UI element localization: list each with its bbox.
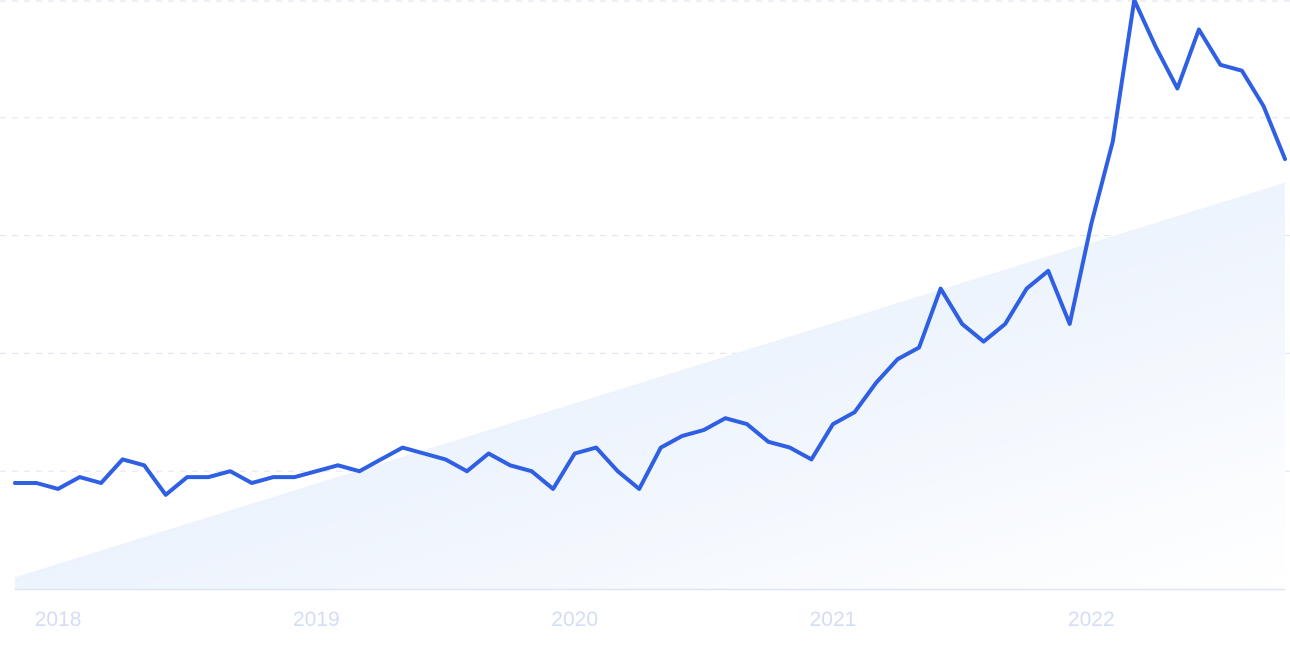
x-tick-label: 2019 — [293, 608, 340, 631]
series-line — [13, 0, 1287, 497]
x-axis-ticks: 2018 2019 2020 2021 2022 — [35, 608, 1115, 631]
x-tick-label: 2021 — [810, 608, 857, 631]
data-points — [14, 0, 1286, 495]
x-tick-label: 2018 — [35, 608, 82, 631]
x-tick-label: 2020 — [551, 608, 598, 631]
x-tick-label: 2022 — [1068, 608, 1115, 631]
trend-area — [15, 182, 1285, 589]
